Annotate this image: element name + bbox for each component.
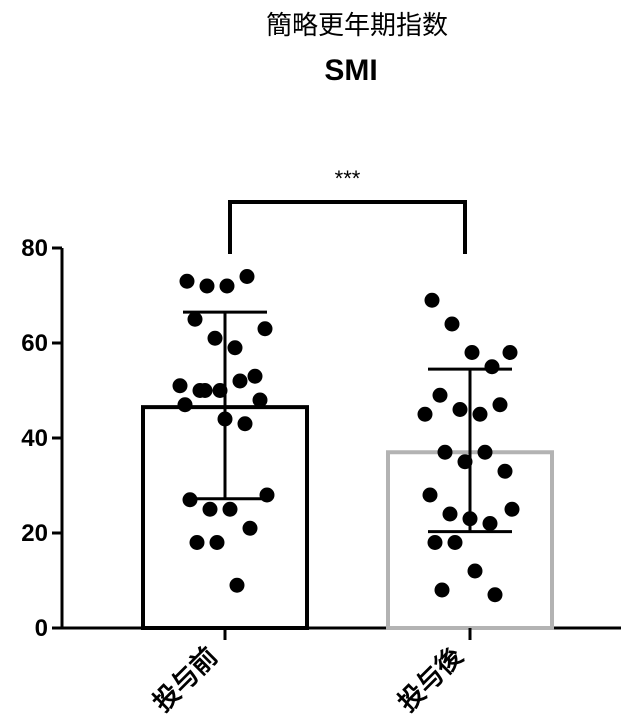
data-point: [189, 535, 205, 550]
data-point: [502, 345, 518, 360]
data-point: [464, 345, 480, 360]
data-point: [207, 330, 223, 346]
data-point: [447, 535, 463, 550]
significance-bracket: [228, 200, 467, 254]
data-point: [434, 582, 450, 598]
data-point: [467, 563, 483, 579]
data-point: [442, 506, 458, 522]
data-point: [219, 278, 235, 294]
data-point: [199, 278, 215, 294]
data-point: [172, 378, 188, 394]
y-tick-label: 20: [21, 520, 48, 547]
data-point: [247, 368, 263, 384]
y-tick-label: 40: [21, 425, 48, 452]
data-point: [482, 516, 498, 531]
data-point: [177, 397, 193, 413]
data-point: [197, 383, 213, 398]
data-point: [187, 311, 203, 327]
x-category-label: 投与後: [392, 640, 470, 718]
data-point: [179, 273, 195, 289]
data-point: [497, 463, 513, 479]
data-point: [202, 501, 218, 517]
x-category-label: 投与前: [147, 641, 224, 718]
data-point: [437, 444, 453, 460]
data-point: [424, 292, 440, 308]
y-tick-label: 0: [35, 615, 48, 642]
chart-subtitle: SMI: [324, 54, 377, 87]
data-point: [222, 501, 238, 517]
plot-area: 0 20 40 60 80 投与前 投与後 ***: [21, 166, 621, 718]
data-point: [242, 520, 258, 536]
y-tick-label: 60: [21, 330, 48, 357]
data-point: [472, 406, 488, 422]
chart-title: 簡略更年期指数: [266, 11, 448, 41]
data-point: [229, 577, 245, 593]
data-point: [227, 340, 243, 356]
data-point: [252, 392, 268, 408]
data-point: [484, 359, 500, 375]
data-point: [237, 416, 253, 432]
significance-label: ***: [335, 166, 361, 191]
data-point: [257, 321, 273, 337]
data-point: [492, 397, 508, 413]
data-point: [487, 587, 503, 603]
data-point: [504, 501, 520, 517]
data-point: [239, 269, 255, 284]
y-tick-label: 80: [21, 235, 48, 262]
data-point: [444, 316, 460, 332]
data-point: [477, 444, 493, 460]
data-point: [432, 387, 448, 403]
data-point: [427, 535, 443, 550]
data-point: [232, 373, 248, 389]
data-point: [417, 406, 433, 422]
data-point: [452, 402, 468, 417]
data-point: [209, 535, 225, 550]
data-point: [422, 487, 438, 503]
